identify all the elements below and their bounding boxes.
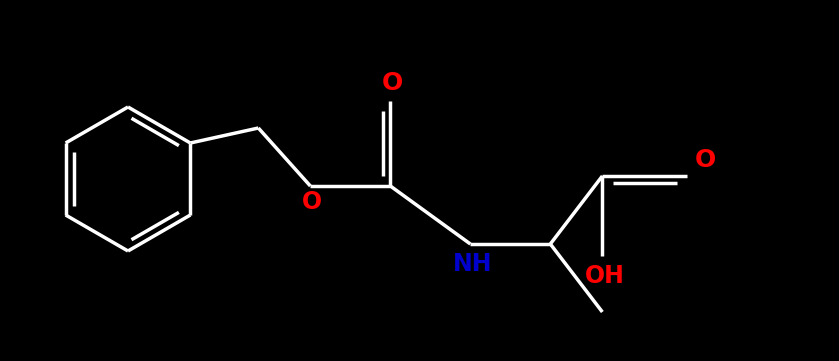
Text: OH: OH (585, 264, 624, 288)
Text: O: O (302, 190, 322, 214)
Text: NH: NH (452, 252, 492, 276)
Text: O: O (695, 148, 716, 172)
Text: O: O (382, 71, 403, 95)
